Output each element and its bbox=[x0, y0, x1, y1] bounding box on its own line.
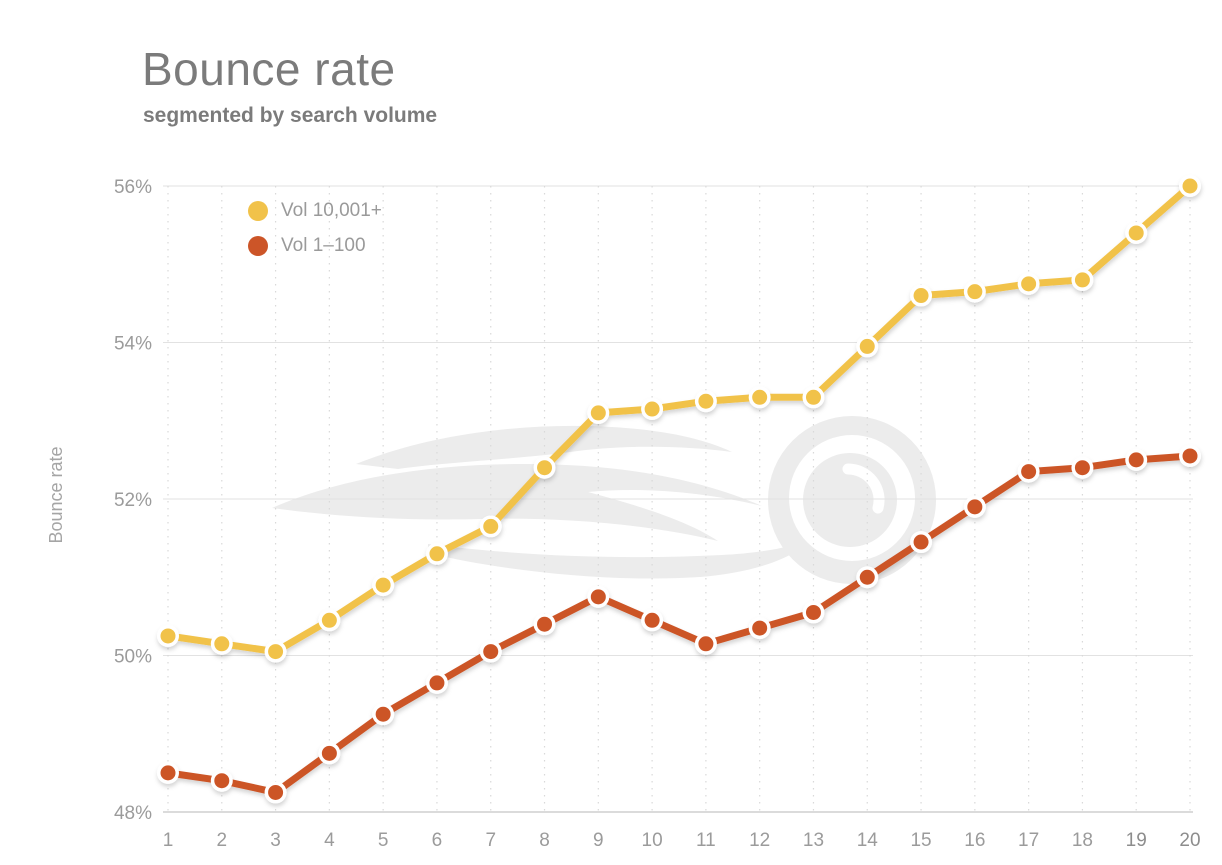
data-point-marker bbox=[537, 616, 553, 632]
x-tick-label: 9 bbox=[593, 830, 604, 851]
data-point-marker bbox=[1182, 178, 1198, 194]
data-point-marker bbox=[644, 401, 660, 417]
series-vol-1-100 bbox=[157, 444, 1201, 804]
data-point-marker bbox=[644, 612, 660, 628]
data-point-marker bbox=[160, 765, 176, 781]
x-tick-label: 11 bbox=[696, 830, 716, 851]
data-point-marker bbox=[913, 288, 929, 304]
data-point-marker bbox=[590, 589, 606, 605]
x-tick-label: 8 bbox=[539, 830, 550, 851]
x-tick-label: 13 bbox=[803, 830, 824, 851]
data-point-marker bbox=[859, 338, 875, 354]
x-tick-label: 7 bbox=[485, 830, 496, 851]
data-point-marker bbox=[859, 569, 875, 585]
x-tick-label: 14 bbox=[857, 830, 879, 851]
y-axis-tick-labels: 48% 50% 52% 54% 56% bbox=[114, 177, 152, 824]
data-point-marker bbox=[805, 604, 821, 620]
data-point-marker bbox=[429, 675, 445, 691]
x-tick-label: 5 bbox=[378, 830, 389, 851]
data-point-marker bbox=[698, 393, 714, 409]
x-tick-label: 3 bbox=[270, 830, 281, 851]
data-point-marker bbox=[375, 706, 391, 722]
x-tick-label: 6 bbox=[432, 830, 443, 851]
x-tick-label: 18 bbox=[1072, 830, 1093, 851]
data-point-marker bbox=[321, 745, 337, 761]
data-point-marker bbox=[160, 628, 176, 644]
data-point-marker bbox=[1074, 460, 1090, 476]
data-point-marker bbox=[1128, 452, 1144, 468]
x-axis-tick-labels: 1 2 3 4 5 6 7 8 9 10 11 12 13 14 15 16 17 18 19 20 bbox=[163, 830, 1201, 851]
horizontal-gridlines bbox=[163, 185, 1193, 813]
data-point-marker bbox=[1074, 272, 1090, 288]
data-point-marker bbox=[1021, 276, 1037, 292]
legend-label-vol-10001plus: Vol 10,001+ bbox=[281, 200, 382, 221]
x-tick-label: 10 bbox=[642, 830, 663, 851]
data-point-marker bbox=[537, 460, 553, 476]
data-point-marker bbox=[967, 499, 983, 515]
data-point-marker bbox=[483, 518, 499, 534]
data-point-marker bbox=[1182, 448, 1198, 464]
legend-swatch-yellow-icon bbox=[248, 201, 268, 221]
legend-label-vol-1-100: Vol 1–100 bbox=[281, 235, 366, 256]
x-tick-label: 1 bbox=[163, 830, 174, 851]
data-point-marker bbox=[375, 577, 391, 593]
data-point-marker bbox=[752, 620, 768, 636]
x-tick-label: 4 bbox=[324, 830, 335, 851]
y-tick-label: 50% bbox=[114, 647, 152, 668]
data-point-marker bbox=[429, 546, 445, 562]
x-tick-label: 20 bbox=[1179, 830, 1200, 851]
series-vol-10001plus bbox=[157, 175, 1201, 663]
data-point-marker bbox=[1021, 464, 1037, 480]
data-point-marker bbox=[752, 389, 768, 405]
legend-item-vol-1-100: Vol 1–100 bbox=[248, 234, 382, 258]
x-tick-label: 16 bbox=[964, 830, 985, 851]
data-point-marker bbox=[268, 644, 284, 660]
y-tick-label: 52% bbox=[114, 490, 152, 511]
data-point-marker bbox=[214, 773, 230, 789]
data-point-marker bbox=[483, 644, 499, 660]
watermark-semrush-logo-icon bbox=[272, 416, 936, 584]
y-tick-label: 56% bbox=[114, 177, 152, 198]
data-point-marker bbox=[967, 284, 983, 300]
data-point-marker bbox=[698, 636, 714, 652]
data-point-marker bbox=[321, 612, 337, 628]
data-point-marker bbox=[268, 784, 284, 800]
legend-swatch-red-icon bbox=[248, 236, 268, 256]
chart-subtitle: segmented by search volume bbox=[143, 104, 438, 127]
x-tick-label: 2 bbox=[217, 830, 228, 851]
chart-legend: Vol 10,001+ Vol 1–100 bbox=[248, 199, 382, 258]
chart-title: Bounce rate bbox=[142, 43, 396, 95]
x-tick-label: 12 bbox=[749, 830, 770, 851]
y-tick-label: 54% bbox=[114, 334, 152, 355]
data-point-marker bbox=[913, 534, 929, 550]
data-point-marker bbox=[805, 389, 821, 405]
x-tick-label: 19 bbox=[1126, 830, 1147, 851]
data-point-marker bbox=[1128, 225, 1144, 241]
y-tick-label: 48% bbox=[114, 803, 152, 824]
x-tick-label: 17 bbox=[1018, 830, 1039, 851]
data-point-marker bbox=[590, 405, 606, 421]
x-tick-label: 15 bbox=[910, 830, 931, 851]
data-point-marker bbox=[214, 636, 230, 652]
legend-item-vol-10001plus: Vol 10,001+ bbox=[248, 199, 382, 223]
